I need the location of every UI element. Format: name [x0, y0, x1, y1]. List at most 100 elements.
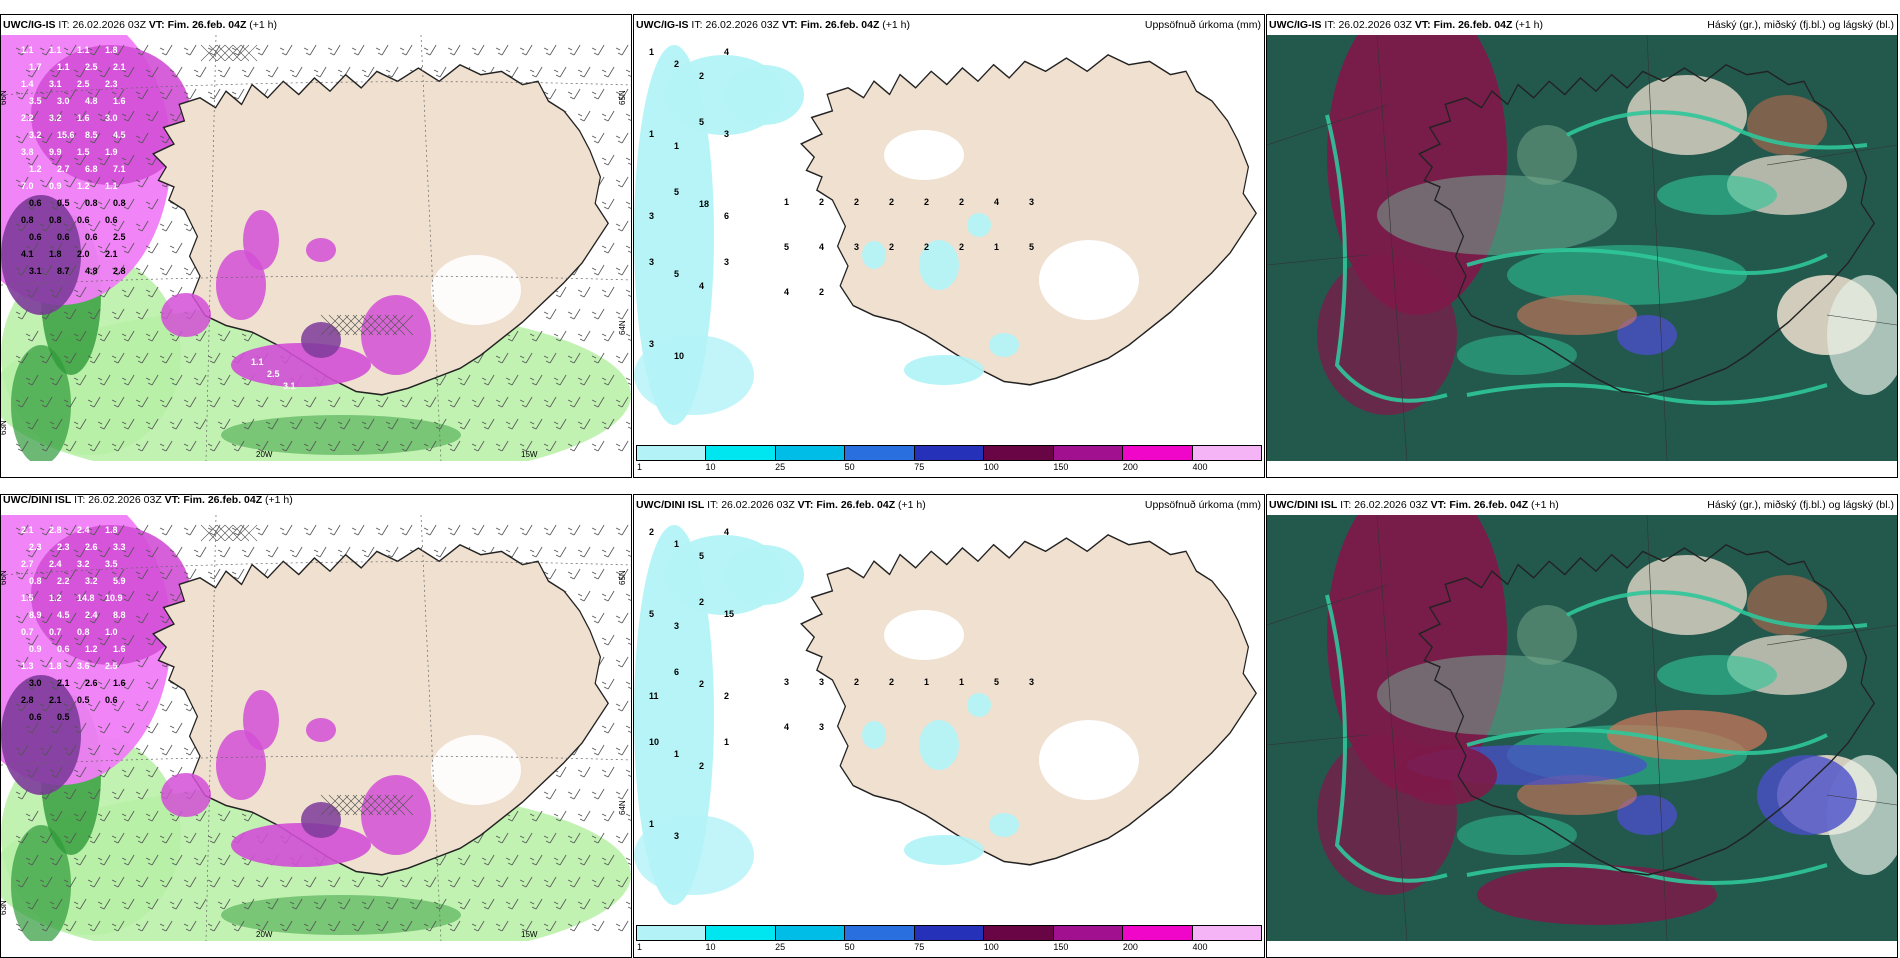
- precip-value-label: 15: [724, 609, 734, 619]
- precip-value-label: 4.8: [85, 96, 98, 106]
- precip-value-label: 3.2: [49, 113, 62, 123]
- panel-field-title: Uppsöfnuð úrkoma (mm): [1144, 499, 1261, 511]
- precip-value-label: 1: [649, 129, 654, 139]
- legend-tick-label: 25: [775, 462, 786, 472]
- legend-tick-label: 25: [775, 942, 786, 952]
- precip-value-label: 0.8: [29, 576, 42, 586]
- panel-title: UWC/IG-IS IT: 26.02.2026 03Z VT: Fim. 26…: [3, 19, 278, 31]
- legend-swatch: [1192, 926, 1261, 940]
- cloud-layer: [1827, 275, 1897, 395]
- precip-value-label: 0.6: [29, 712, 42, 722]
- precip-area: [904, 835, 984, 865]
- precip-value-label: 2.3: [57, 542, 70, 552]
- precip-value-label: 2.6: [85, 542, 98, 552]
- precip-area: [862, 721, 886, 749]
- precip-value-label: 2.5: [105, 661, 118, 671]
- cloud-hatch: [200, 44, 414, 336]
- precip-value-label: 0.6: [105, 695, 118, 705]
- precip-value-label: 7.1: [113, 164, 126, 174]
- legend-swatch: [984, 926, 1054, 940]
- legend-swatch: [1053, 446, 1124, 460]
- precip-value-label: 3: [649, 257, 654, 267]
- axis-label: 63N: [1, 420, 8, 435]
- precip-value-label: 5: [994, 677, 999, 687]
- precip-area: [221, 415, 461, 455]
- precip-value-label: 3.1: [49, 79, 62, 89]
- precip-value-label: 2.7: [21, 559, 34, 569]
- precip-area: [216, 730, 266, 800]
- precip-value-label: 4.5: [113, 130, 126, 140]
- precip-value-label: 3.0: [57, 96, 70, 106]
- precip-value-label: 8.9: [29, 610, 42, 620]
- axis-label: 66N: [1, 570, 8, 585]
- legend-swatch: [706, 926, 776, 940]
- precip-value-label: 1: [674, 141, 679, 151]
- precip-value-label: 1.1: [49, 45, 62, 55]
- map-panel-wind-precip-dini: UWC/DINI ISL IT: 26.02.2026 03Z VT: Fim.…: [0, 494, 632, 958]
- precip-value-label: 0.6: [29, 198, 42, 208]
- precip-value-label: 0.6: [57, 644, 70, 654]
- precip-value-label: 2.4: [49, 559, 62, 569]
- precip-value-label: 2: [959, 242, 964, 252]
- axis-label: 63N: [1, 900, 8, 915]
- precip-area: [967, 213, 991, 237]
- precip-value-label: 1.1: [105, 181, 118, 191]
- map-canvas[interactable]: 2 1 5 4 5 3 2 15 11 6 2 2 10 1 2 1 1 3 3 3 2 2 1 1 5 3 4 3: [634, 515, 1264, 911]
- map-canvas[interactable]: 66N 65N 64N 63N 20W 15W 1.1 1.1 1.1 1.8 1.7 1.1 2.5 2…: [1, 35, 631, 461]
- precip-value-label: 0.5: [57, 712, 70, 722]
- precip-value-label: 0.8: [85, 198, 98, 208]
- precip-value-label: 2.8: [113, 266, 126, 276]
- legend-swatch: [1053, 926, 1124, 940]
- precip-value-label: 5: [674, 187, 679, 197]
- precip-value-label: 1: [724, 737, 729, 747]
- precip-value-label: 9.9: [49, 147, 62, 157]
- precip-value-label: 2.1: [105, 249, 118, 259]
- precip-value-label: 1.9: [105, 147, 118, 157]
- map-canvas[interactable]: 66N 65N 64N 63N 20W 15W 2.1 2.8 2.4 1.8 2.3 2.3 2.6 3…: [1, 515, 631, 941]
- map-panel-clouds-dini: UWC/DINI ISL IT: 26.02.2026 03Z VT: Fim.…: [1266, 494, 1898, 958]
- precip-area: [1, 195, 81, 315]
- legend-swatch: [775, 926, 846, 940]
- cloud-layer: [1507, 245, 1747, 305]
- precip-area: [221, 895, 461, 935]
- legend-swatch: [1123, 926, 1193, 940]
- precip-value-label: 1: [784, 197, 789, 207]
- legend-tick-label: 200: [1122, 942, 1138, 952]
- precip-area: [634, 335, 754, 415]
- map-canvas[interactable]: [1267, 35, 1897, 461]
- cloud-layer: [1477, 865, 1717, 925]
- precip-value-label: 1.5: [21, 593, 34, 603]
- legend-swatch: [637, 926, 707, 940]
- precip-area: [31, 45, 191, 185]
- precip-value-label: 0.8: [113, 198, 126, 208]
- precip-value-label: 6: [674, 667, 679, 677]
- precip-value-label: 2.2: [57, 576, 70, 586]
- map-canvas[interactable]: 1 2 2 4 1 1 5 3 3 5 18 6 3 5 4 3 3 10 1 2 2 2 2 2 4 3 5 4 3 2 2 2 1 5 4 2: [634, 35, 1264, 431]
- precip-value-label: 2: [889, 242, 894, 252]
- precip-value-label: 2.8: [49, 525, 62, 535]
- legend-tick-label: 75: [914, 942, 925, 952]
- precip-value-label: 14.8: [77, 593, 95, 603]
- precip-value-label: 1: [649, 819, 654, 829]
- precip-area: [919, 720, 959, 770]
- precip-value-label: 2.3: [29, 542, 42, 552]
- precip-value-label: 10: [649, 737, 659, 747]
- precip-value-label: 1.0: [105, 627, 118, 637]
- axis-label: 15W: [521, 930, 538, 939]
- legend-tick-label: 50: [844, 942, 855, 952]
- precip-value-label: 1.2: [29, 164, 42, 174]
- precip-value-label: 2: [924, 197, 929, 207]
- precip-value-label: 0.6: [85, 232, 98, 242]
- precip-area: [361, 775, 431, 855]
- precip-value-label: 3.5: [29, 96, 42, 106]
- precip-area: [216, 250, 266, 320]
- precip-area: [634, 525, 714, 905]
- panel-field-title: Háský (gr.), miðský (fj.bl.) og lágský (…: [1707, 19, 1894, 31]
- precip-area: [361, 295, 431, 375]
- legend-tick-label: 10: [705, 942, 716, 952]
- map-canvas[interactable]: [1267, 515, 1897, 941]
- precip-area: [634, 45, 714, 425]
- precip-value-label: 1: [674, 749, 679, 759]
- precip-value-label: 2.5: [77, 79, 90, 89]
- panel-field-title: Háský (gr.), miðský (fj.bl.) og lágský (…: [1707, 499, 1894, 511]
